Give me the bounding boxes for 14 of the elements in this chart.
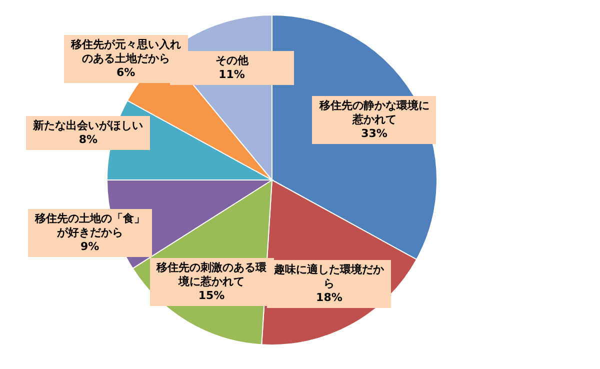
data-label: 33% xyxy=(360,126,388,141)
slice-label: 移住先が元々思い入れのある土地だから xyxy=(70,38,182,66)
data-label: 8% xyxy=(78,132,99,147)
data-label: 11% xyxy=(218,68,246,82)
slice-label: 移住先の静かな環境に惹かれて xyxy=(318,98,430,127)
data-label: 18% xyxy=(315,291,344,306)
slice-label: 移住先の刺激のある環境に惹かれて xyxy=(155,261,268,290)
slice-label: その他 xyxy=(214,54,250,68)
data-label: 15% xyxy=(197,289,226,304)
data-label: 9% xyxy=(79,240,100,254)
slice-label: 移住先の土地の「食」が好きだから xyxy=(34,212,146,240)
slice-label: 新たな出会いがほしい xyxy=(32,118,144,133)
data-label: 6% xyxy=(115,66,136,80)
slice-label: 趣味に適した環境だから xyxy=(273,263,386,292)
